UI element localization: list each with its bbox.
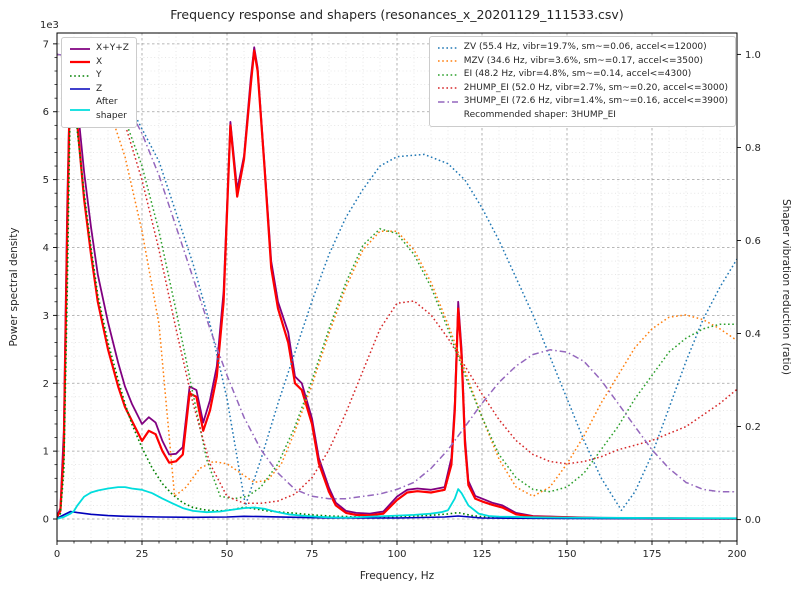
y-left-tick-label: 1 [43, 447, 49, 458]
legend-entry: After shaper [69, 96, 129, 123]
legend-label: MZV (34.6 Hz, vibr=3.6%, sm~=0.17, accel… [463, 55, 703, 66]
legend-label: After shaper [96, 97, 127, 121]
axis-ticks: 0 25 50 75 100 125 150 175 200 0 1 2 3 4 5 6 7 0.0 0.2 0.4 0… [43, 39, 761, 560]
legend-entry: MZV (34.6 Hz, vibr=3.6%, sm~=0.17, accel… [437, 55, 728, 69]
series-z [57, 510, 737, 520]
series-ei [57, 53, 737, 500]
chart-title: Frequency response and shapers (resonanc… [170, 7, 624, 22]
legend-entry: Recommended shaper: 3HUMP_EI [437, 109, 728, 123]
x-tick-label: 75 [306, 549, 319, 560]
legend-line-sample [70, 47, 90, 50]
series-x [57, 49, 737, 520]
legend-line-sample [70, 61, 90, 64]
legend-entry: 3HUMP_EI (72.6 Hz, vibr=1.4%, sm~=0.16, … [437, 95, 728, 109]
right-axis-label: Shaper vibration reduction (ratio) [780, 198, 792, 376]
y-left-tick-label: 0 [43, 515, 49, 526]
legend-label: EI (48.2 Hz, vibr=4.8%, sm~=0.14, accel<… [463, 69, 692, 79]
legend-line-sample [437, 60, 458, 62]
x-tick-label: 175 [642, 549, 661, 560]
x-tick-label: 150 [557, 549, 576, 560]
legend-line-sample [437, 87, 458, 89]
legend-line-sample [437, 101, 458, 103]
series-y [57, 77, 737, 520]
legend-line-sample [437, 47, 458, 49]
y-right-tick-label: 0.6 [745, 236, 761, 247]
legend-label: ZV (55.4 Hz, vibr=19.7%, sm~=0.06, accel… [463, 42, 707, 52]
y-left-tick-label: 5 [43, 175, 49, 186]
legend-label: Z [96, 83, 103, 94]
legend-label: X+Y+Z [96, 43, 129, 53]
x-axis-label: Frequency, Hz [359, 570, 435, 582]
legend-entry: Z [69, 83, 129, 97]
x-tick-label: 125 [472, 549, 491, 560]
series-3hump-ei [57, 53, 737, 500]
y-left-tick-label: 7 [43, 39, 49, 50]
x-tick-label: 200 [727, 549, 746, 560]
legend-entry: EI (48.2 Hz, vibr=4.8%, sm~=0.14, accel<… [437, 68, 728, 82]
legend-entry: X [69, 56, 129, 70]
psd-legend: X+Y+Z X Y Z After shaper [61, 37, 137, 128]
legend-entry: X+Y+Z [69, 42, 129, 56]
legend-label: Y [96, 70, 102, 80]
series-zv [57, 53, 737, 512]
legend-empty-sample [437, 110, 459, 120]
legend-line-sample [437, 74, 458, 76]
y-right-tick-label: 0.2 [745, 422, 761, 433]
legend-entry: Y [69, 69, 129, 83]
y-right-tick-label: 0.0 [745, 515, 761, 526]
legend-line-sample [70, 88, 90, 91]
series-after-shaper [57, 486, 737, 520]
legend-label: 3HUMP_EI (72.6 Hz, vibr=1.4%, sm~=0.16, … [463, 96, 728, 106]
y-left-tick-label: 4 [43, 243, 49, 254]
legend-entry: 2HUMP_EI (52.0 Hz, vibr=2.7%, sm~=0.20, … [437, 82, 728, 96]
y-axis-offset-label: 1e3 [40, 20, 59, 31]
x-tick-label: 25 [136, 549, 149, 560]
y-left-tick-label: 6 [43, 107, 49, 118]
legend-entry: ZV (55.4 Hz, vibr=19.7%, sm~=0.06, accel… [437, 41, 728, 55]
y-right-tick-label: 1.0 [745, 50, 761, 61]
left-axis-label: Power spectral density [8, 227, 20, 347]
x-tick-label: 100 [387, 549, 406, 560]
y-right-tick-label: 0.4 [745, 329, 761, 340]
legend-label: X [96, 56, 103, 67]
y-left-tick-label: 3 [43, 311, 49, 322]
y-right-tick-label: 0.8 [745, 143, 761, 154]
legend-line-sample [70, 74, 90, 77]
series-group [57, 46, 737, 520]
y-left-tick-label: 2 [43, 379, 49, 390]
legend-label: Recommended shaper: 3HUMP_EI [463, 109, 616, 120]
legend-label: 2HUMP_EI (52.0 Hz, vibr=2.7%, sm~=0.20, … [463, 82, 728, 93]
shaper-legend: ZV (55.4 Hz, vibr=19.7%, sm~=0.06, accel… [428, 36, 736, 127]
x-tick-label: 0 [54, 549, 60, 560]
x-tick-label: 50 [221, 549, 234, 560]
legend-line-sample [70, 108, 90, 111]
